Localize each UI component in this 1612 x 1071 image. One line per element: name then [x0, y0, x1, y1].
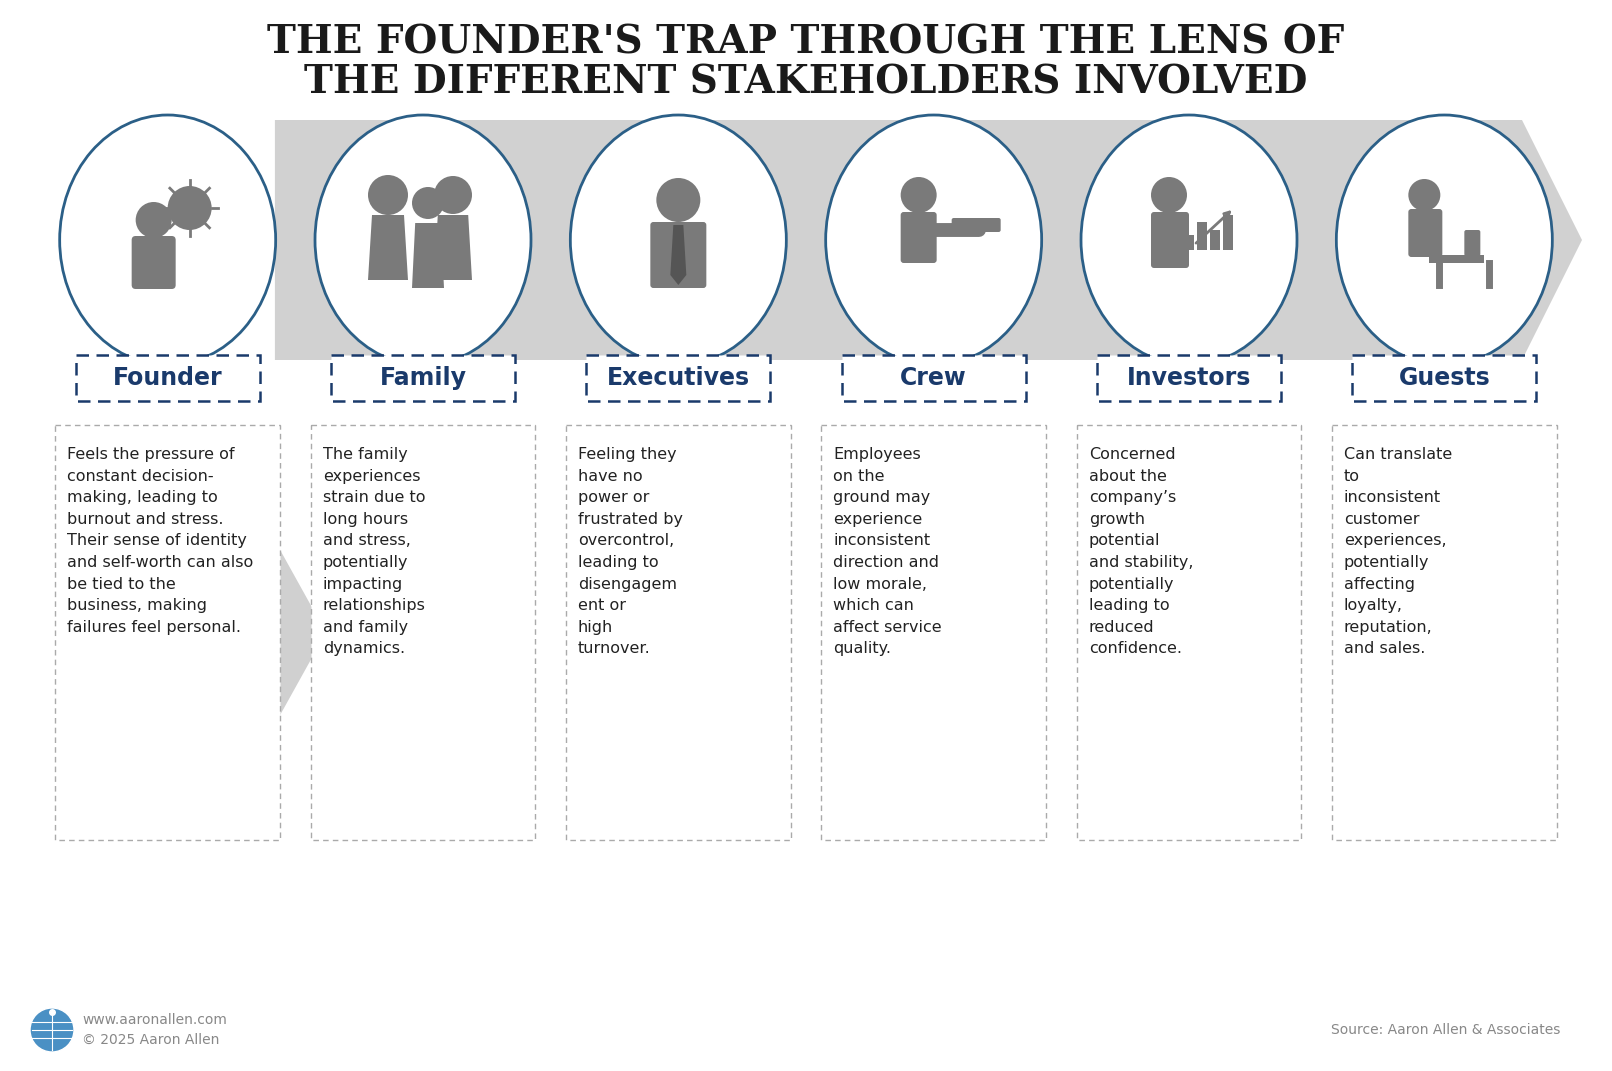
Ellipse shape	[1336, 115, 1552, 365]
FancyBboxPatch shape	[1352, 355, 1536, 401]
Text: Founder: Founder	[113, 366, 222, 390]
FancyBboxPatch shape	[650, 222, 706, 288]
FancyBboxPatch shape	[901, 212, 937, 263]
Polygon shape	[250, 543, 326, 723]
Circle shape	[413, 187, 443, 218]
Circle shape	[1151, 177, 1186, 213]
Polygon shape	[413, 223, 443, 288]
Bar	[1224, 215, 1233, 250]
FancyBboxPatch shape	[330, 355, 514, 401]
Text: Can translate
to
inconsistent
customer
experiences,
potentially
affecting
loyalt: Can translate to inconsistent customer e…	[1344, 447, 1452, 657]
FancyBboxPatch shape	[822, 425, 1046, 840]
FancyBboxPatch shape	[566, 425, 790, 840]
Circle shape	[901, 177, 937, 213]
FancyBboxPatch shape	[76, 355, 260, 401]
Text: Employees
on the
ground may
experience
inconsistent
direction and
low morale,
wh: Employees on the ground may experience i…	[833, 447, 941, 657]
FancyBboxPatch shape	[311, 425, 535, 840]
FancyBboxPatch shape	[1098, 355, 1282, 401]
Text: Source: Aaron Allen & Associates: Source: Aaron Allen & Associates	[1330, 1023, 1560, 1037]
Text: Family: Family	[379, 366, 466, 390]
Bar	[1211, 230, 1220, 250]
Text: Concerned
about the
company’s
growth
potential
and stability,
potentially
leadin: Concerned about the company’s growth pot…	[1088, 447, 1193, 657]
Circle shape	[1409, 179, 1441, 211]
Text: Feels the pressure of
constant decision-
making, leading to
burnout and stress.
: Feels the pressure of constant decision-…	[68, 447, 253, 635]
Text: THE DIFFERENT STAKEHOLDERS INVOLVED: THE DIFFERENT STAKEHOLDERS INVOLVED	[305, 63, 1307, 101]
Text: Guests: Guests	[1399, 366, 1489, 390]
FancyBboxPatch shape	[1464, 230, 1480, 256]
FancyBboxPatch shape	[1077, 425, 1301, 840]
Circle shape	[434, 176, 472, 214]
Text: The family
experiences
strain due to
long hours
and stress,
potentially
impactin: The family experiences strain due to lon…	[322, 447, 426, 657]
Circle shape	[656, 178, 700, 222]
Text: www.aaronallen.com: www.aaronallen.com	[82, 1013, 227, 1027]
Ellipse shape	[60, 115, 276, 365]
Bar	[1430, 255, 1485, 263]
Text: Executives: Executives	[606, 366, 750, 390]
FancyBboxPatch shape	[1332, 425, 1557, 840]
Text: Investors: Investors	[1127, 366, 1251, 390]
Ellipse shape	[571, 115, 787, 365]
FancyBboxPatch shape	[841, 355, 1025, 401]
FancyBboxPatch shape	[587, 355, 771, 401]
Bar	[1183, 235, 1194, 250]
Circle shape	[168, 186, 211, 230]
Polygon shape	[368, 215, 408, 280]
Ellipse shape	[1082, 115, 1298, 365]
Text: © 2025 Aaron Allen: © 2025 Aaron Allen	[82, 1034, 219, 1047]
FancyBboxPatch shape	[951, 218, 1001, 232]
Text: Crew: Crew	[899, 366, 967, 390]
Circle shape	[135, 202, 171, 238]
Circle shape	[31, 1008, 74, 1052]
FancyBboxPatch shape	[1409, 209, 1443, 257]
FancyBboxPatch shape	[132, 236, 176, 289]
Circle shape	[368, 175, 408, 215]
Ellipse shape	[825, 115, 1041, 365]
Ellipse shape	[314, 115, 530, 365]
Polygon shape	[434, 215, 472, 280]
Polygon shape	[276, 120, 1581, 360]
FancyBboxPatch shape	[55, 425, 280, 840]
Text: Feeling they
have no
power or
frustrated by
overcontrol,
leading to
disengagem
e: Feeling they have no power or frustrated…	[579, 447, 683, 657]
Text: THE FOUNDER'S TRAP THROUGH THE LENS OF: THE FOUNDER'S TRAP THROUGH THE LENS OF	[268, 22, 1344, 61]
Polygon shape	[671, 225, 687, 285]
Bar	[1198, 222, 1207, 250]
FancyBboxPatch shape	[1151, 212, 1190, 268]
